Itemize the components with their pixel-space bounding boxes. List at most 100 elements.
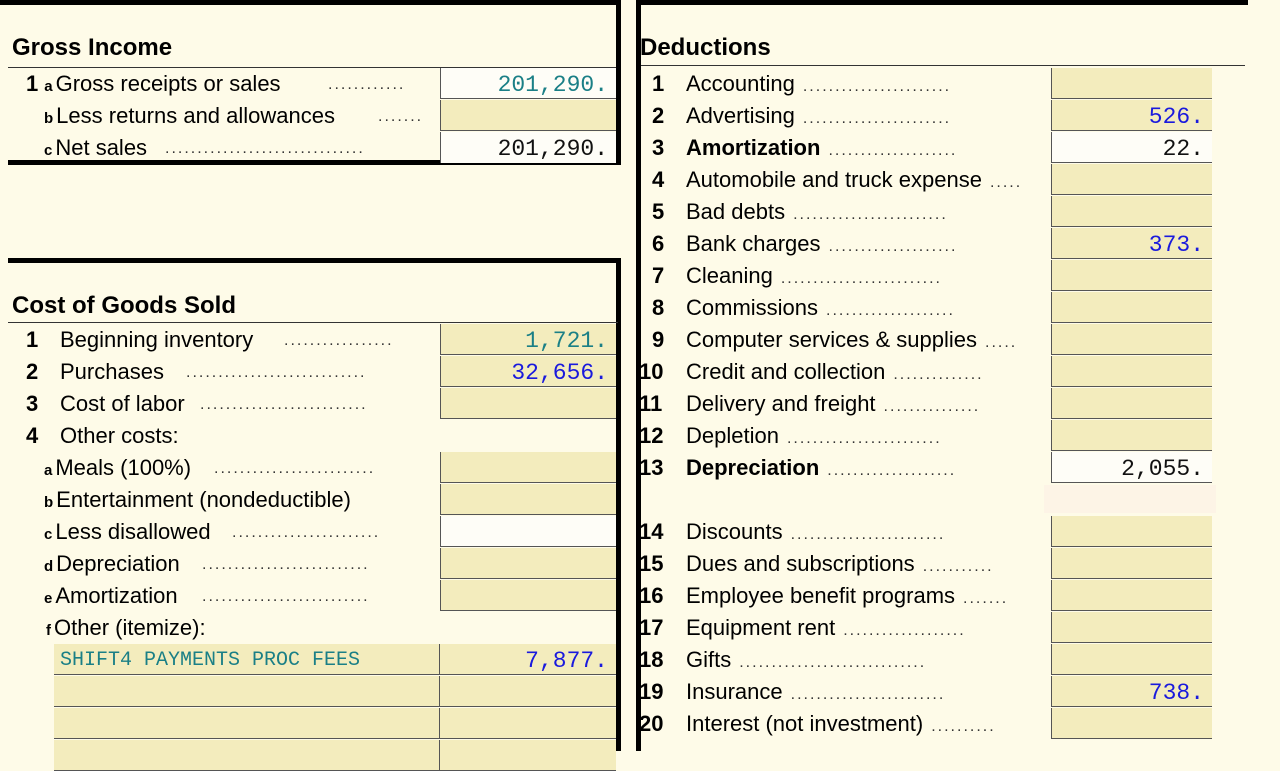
deduction-amount-field[interactable]: 526. <box>1051 100 1212 131</box>
deduction-amount-field[interactable] <box>1051 196 1212 227</box>
dot-leader: ............... <box>883 398 981 415</box>
deduction-amount-field[interactable] <box>1051 164 1212 195</box>
deduction-amount-field[interactable] <box>1051 644 1212 675</box>
deduction-row: 5 Bad debts........................ <box>652 196 948 227</box>
deduction-amount-field[interactable]: 373. <box>1051 228 1212 259</box>
deduction-amount-field[interactable] <box>1051 708 1212 739</box>
dot-leader: ......................... <box>780 270 942 287</box>
meals-field[interactable] <box>440 452 616 483</box>
itemize-amount-field[interactable]: 7,877. <box>440 644 616 675</box>
beginning-inventory-field[interactable]: 1,721. <box>440 324 616 355</box>
deduction-amount-field[interactable] <box>1051 612 1212 643</box>
deduction-amount-field[interactable] <box>1051 260 1212 291</box>
itemize-desc-field[interactable] <box>54 740 440 771</box>
less-disallowed-field <box>440 516 616 547</box>
cogs-depreciation-field[interactable] <box>440 548 616 579</box>
gross-receipts-label: Gross receipts or sales <box>55 71 281 96</box>
dot-leader: ....... <box>963 590 1009 607</box>
deduction-label: Amortization <box>686 135 821 160</box>
entertainment-row: b Entertainment (nondeductible) <box>44 484 351 515</box>
entertainment-field[interactable] <box>440 484 616 515</box>
dot-leader: ............................... <box>165 140 365 157</box>
line-number: 12 <box>639 423 664 448</box>
deduction-amount-field[interactable] <box>1051 548 1212 579</box>
deduction-row: 2 Advertising....................... <box>652 100 951 131</box>
itemize-amount-field[interactable] <box>440 676 616 707</box>
itemize-amount-field[interactable] <box>440 708 616 739</box>
deduction-label: Credit and collection <box>686 359 886 384</box>
deduction-row: 15 Dues and subscriptions........... <box>639 548 994 579</box>
line-number: 1 <box>652 71 665 96</box>
deduction-label: Computer services & supplies <box>686 327 978 352</box>
deduction-row: 6 Bank charges.................... <box>652 228 957 259</box>
cogs-amortization-row: e Amortization <box>44 580 178 611</box>
deduction-amount-field[interactable] <box>1051 516 1212 547</box>
dot-leader: ................. <box>284 332 394 349</box>
line-number: 18 <box>639 647 664 672</box>
dot-leader: .................... <box>828 238 958 255</box>
itemize-amount-field[interactable] <box>440 740 616 771</box>
line-letter: d <box>44 558 54 575</box>
purchases-field[interactable]: 32,656. <box>440 356 616 387</box>
deduction-amount-field[interactable] <box>1051 68 1212 99</box>
other-costs-label: Other costs: <box>60 423 179 448</box>
deduction-label: Delivery and freight <box>686 391 876 416</box>
line-number: 19 <box>639 679 664 704</box>
line-number: 2 <box>26 359 39 384</box>
deduction-amount-field[interactable] <box>1051 420 1212 451</box>
cost-of-labor-field[interactable] <box>440 388 616 419</box>
returns-allowances-row: b Less returns and allowances <box>44 100 335 131</box>
deduction-label: Discounts <box>686 519 783 544</box>
dot-leader: .................... <box>826 302 955 319</box>
line-number: 3 <box>26 391 39 416</box>
deduction-label: Gifts <box>686 647 732 672</box>
blank-gap-shade <box>1044 485 1216 513</box>
deduction-row: 16 Employee benefit programs....... <box>639 580 1008 611</box>
deduction-amount-field[interactable]: 738. <box>1051 676 1212 707</box>
dot-leader: ....................... <box>232 524 381 541</box>
line-letter: c <box>44 526 53 543</box>
dot-leader: .......... <box>931 718 996 735</box>
dot-leader: .......................... <box>202 588 370 605</box>
cogs-amortization-field[interactable] <box>440 580 616 611</box>
deduction-label: Bank charges <box>686 231 821 256</box>
line-number: 10 <box>639 359 664 384</box>
other-itemize-label: Other (itemize): <box>54 615 206 640</box>
cost-of-labor-label: Cost of labor <box>60 391 185 416</box>
itemize-desc-field[interactable] <box>54 708 440 739</box>
line-number: 11 <box>639 391 663 416</box>
deduction-amount-field[interactable] <box>1051 580 1212 611</box>
returns-allowances-field[interactable] <box>440 100 616 131</box>
dot-leader: ........................ <box>790 686 946 703</box>
itemize-desc-field[interactable] <box>54 676 440 707</box>
entertainment-label: Entertainment (nondeductible) <box>56 487 351 512</box>
line-number: 7 <box>652 263 665 288</box>
deduction-amount-field[interactable] <box>1051 388 1212 419</box>
cogs-right-rule <box>616 258 621 751</box>
dot-leader: ............................ <box>186 364 367 381</box>
dot-leader: ............................. <box>739 654 927 671</box>
dot-leader: .............. <box>893 366 984 383</box>
gross-receipts-row: 1 a Gross receipts or sales <box>26 68 281 99</box>
line-number: 8 <box>652 295 665 320</box>
dot-leader: .......................... <box>200 396 368 413</box>
itemize-desc-field[interactable]: SHIFT4 PAYMENTS PROC FEES <box>54 644 440 675</box>
dot-leader: .......................... <box>202 556 370 573</box>
gross-receipts-field[interactable]: 201,290. <box>440 68 616 99</box>
deduction-row: 13 Depreciation.................... <box>639 452 956 483</box>
line-letter: b <box>44 110 54 127</box>
dot-leader: ............ <box>328 76 406 93</box>
beginning-inventory-label: Beginning inventory <box>60 327 254 352</box>
cogs-title: Cost of Goods Sold <box>12 292 236 319</box>
deduction-amount-field[interactable] <box>1051 356 1212 387</box>
deduction-row: 7 Cleaning......................... <box>652 260 942 291</box>
deduction-amount-field[interactable] <box>1051 292 1212 323</box>
dot-leader: ....... <box>378 108 424 125</box>
deduction-amount-field[interactable] <box>1051 324 1212 355</box>
line-number: 16 <box>639 583 664 608</box>
deduction-amount-field: 2,055. <box>1051 452 1212 483</box>
dot-leader: ........................ <box>790 526 946 543</box>
deduction-label: Bad debts <box>686 199 786 224</box>
cogs-title-rule <box>8 322 618 323</box>
line-letter: b <box>44 494 54 511</box>
